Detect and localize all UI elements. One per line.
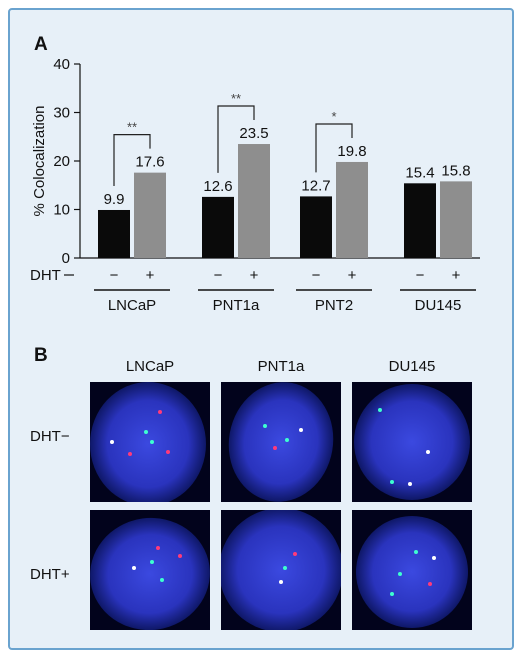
y-tick-label-20: 20	[53, 153, 70, 170]
treatment-tick-pnt1a-minus: −	[214, 267, 223, 284]
fish-signal-spot	[263, 424, 267, 428]
group-label-lncap: LNCaP	[108, 297, 156, 314]
fish-signal-spot	[178, 554, 182, 558]
y-tick-label-0: 0	[62, 250, 70, 267]
treatment-tick-pnt2-minus: −	[312, 267, 321, 284]
fish-signal-spot	[283, 566, 287, 570]
significance-bracket-lncap	[113, 134, 151, 186]
y-tick-label-40: 40	[53, 56, 70, 73]
data-label-pnt1a-minus: 12.6	[203, 178, 232, 195]
panel-b-label: B	[34, 345, 48, 366]
nucleus-image	[221, 510, 341, 630]
fish-signal-spot	[408, 482, 412, 486]
fish-signal-spot	[390, 592, 394, 596]
nucleus-shape	[90, 517, 210, 630]
significance-mark-pnt2: *	[331, 109, 336, 124]
micro-row-title-1: DHT−	[30, 428, 70, 445]
fish-signal-spot	[378, 408, 382, 412]
treatment-tick-pnt2-plus: +	[348, 267, 357, 284]
treatment-tick-lncap-plus: +	[146, 267, 155, 284]
micrograph-du145-dht-minus	[352, 382, 472, 502]
fish-signal-spot	[160, 578, 164, 582]
group-label-pnt2: PNT2	[315, 297, 353, 314]
fish-signal-spot	[144, 430, 148, 434]
nucleus-shape	[228, 382, 334, 502]
nucleus-image	[90, 382, 206, 502]
nucleus-shape	[354, 384, 470, 500]
treatment-tick-pnt1a-plus: +	[250, 267, 259, 284]
fish-signal-spot	[279, 580, 283, 584]
micro-col-title-2: PNT1a	[257, 358, 305, 375]
data-label-pnt2-plus: 19.8	[337, 143, 366, 160]
nucleus-image	[356, 516, 468, 628]
fish-signal-spot	[285, 438, 289, 442]
fish-signal-spot	[150, 440, 154, 444]
fish-signal-spot	[128, 452, 132, 456]
fish-signal-spot	[398, 572, 402, 576]
micrograph-lncap-dht-minus	[90, 382, 210, 502]
nucleus-image	[228, 382, 334, 502]
micro-row-title-2: DHT+	[30, 566, 70, 583]
micrograph-du145-dht-plus	[352, 510, 472, 630]
y-tick-label-10: 10	[53, 202, 70, 219]
y-axis-title: % Colocalization	[31, 106, 48, 217]
data-label-pnt1a-plus: 23.5	[239, 125, 268, 142]
fish-signal-spot	[414, 550, 418, 554]
micrograph-lncap-dht-plus	[90, 510, 210, 630]
micro-col-title-1: LNCaP	[125, 358, 175, 375]
bar-lncap-plus	[134, 172, 166, 258]
fish-signal-spot	[426, 450, 430, 454]
nucleus-shape	[221, 510, 341, 630]
data-label-du145-plus: 15.8	[441, 162, 470, 179]
group-label-du145: DU145	[415, 297, 462, 314]
group-label-pnt1a: PNT1a	[213, 297, 260, 314]
nucleus-image	[90, 517, 210, 630]
treatment-tick-lncap-minus: −	[110, 267, 119, 284]
fish-signal-spot	[110, 440, 114, 444]
fish-signal-spot	[390, 480, 394, 484]
fish-signal-spot	[273, 446, 277, 450]
data-label-pnt2-minus: 12.7	[301, 177, 330, 194]
bar-du145-plus	[440, 181, 472, 258]
nucleus-image	[354, 384, 470, 500]
micrograph-pnt1a-dht-plus	[221, 510, 341, 630]
bar-pnt1a-minus	[202, 196, 234, 258]
significance-bracket-pnt1a	[217, 105, 255, 173]
data-label-lncap-minus: 9.9	[104, 191, 125, 208]
bar-pnt2-minus	[300, 196, 332, 258]
treatment-label: DHT	[30, 267, 61, 284]
nucleus-shape	[90, 382, 206, 502]
fish-signal-spot	[156, 546, 160, 550]
significance-bracket-pnt2	[315, 123, 353, 173]
micro-col-title-3: DU145	[388, 358, 436, 375]
fish-signal-spot	[158, 410, 162, 414]
fish-signal-spot	[166, 450, 170, 454]
significance-mark-pnt1a: **	[231, 91, 241, 106]
bar-du145-minus	[404, 183, 436, 258]
panel-a-label: A	[34, 34, 48, 55]
fish-signal-spot	[150, 560, 154, 564]
fish-signal-spot	[299, 428, 303, 432]
colocalization-bar-chart: 0 10 20 30 40 % Colocalization DHT 9.9 − 17.6 + LNC…	[30, 56, 480, 314]
significance-mark-lncap: **	[127, 120, 137, 135]
fish-signal-spot	[428, 582, 432, 586]
bar-pnt2-plus	[336, 161, 368, 258]
micrograph-pnt1a-dht-minus	[221, 382, 341, 502]
fish-signal-spot	[132, 566, 136, 570]
bar-lncap-minus	[98, 209, 130, 258]
treatment-tick-du145-minus: −	[416, 267, 425, 284]
bar-pnt1a-plus	[238, 144, 270, 258]
fish-signal-spot	[432, 556, 436, 560]
treatment-tick-du145-plus: +	[452, 267, 461, 284]
fish-signal-spot	[293, 552, 297, 556]
y-tick-label-30: 30	[53, 105, 70, 122]
nucleus-shape	[356, 516, 468, 628]
data-label-lncap-plus: 17.6	[135, 154, 164, 171]
data-label-du145-minus: 15.4	[405, 164, 434, 181]
